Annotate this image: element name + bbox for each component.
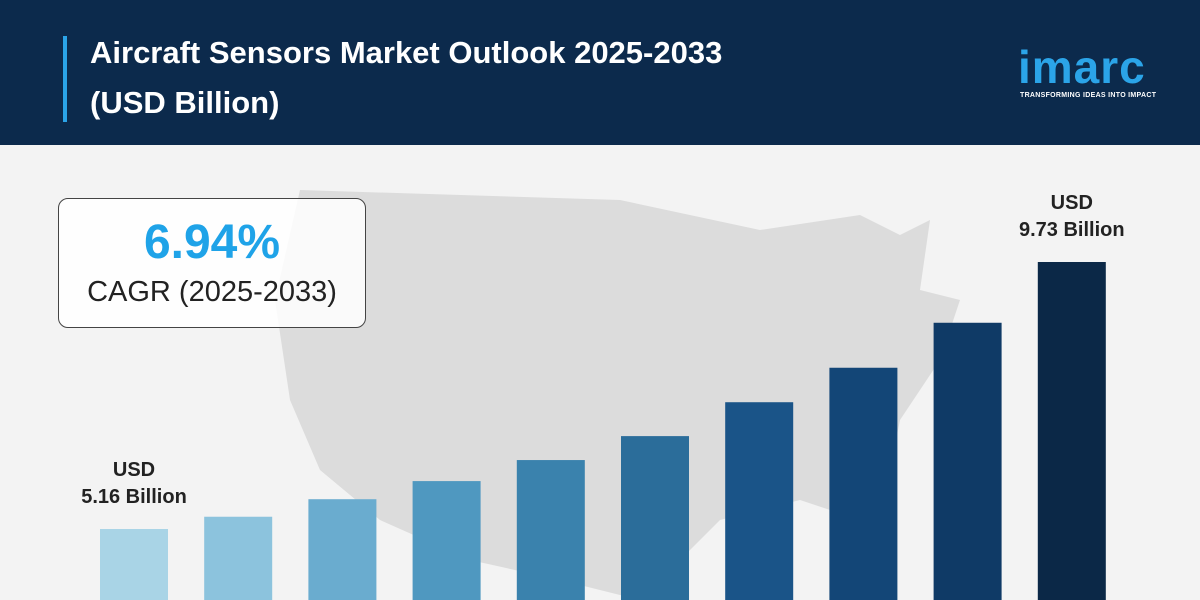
title: Aircraft Sensors Market Outlook 2025-203… [90, 35, 723, 120]
bar [621, 436, 689, 600]
bar [1037, 262, 1106, 600]
cagr-label: CAGR (2025-2033) [87, 276, 337, 308]
value-label: 9.73 Billion [1019, 219, 1125, 241]
bar [308, 499, 377, 600]
cagr-box: 6.94% CAGR (2025-2033) [58, 198, 366, 328]
tagline: TRANSFORMING IDEAS INTO IMPACT [1020, 92, 1157, 99]
value-label: USD [1051, 192, 1093, 214]
cagr-value: 6.94% [143, 216, 281, 269]
bar [516, 460, 585, 600]
bar [829, 367, 898, 600]
accent-bar [63, 36, 67, 122]
bar [412, 481, 481, 600]
header: Aircraft Sensors Market Outlook 2025-203… [0, 0, 1200, 145]
logo: imarc [1018, 41, 1146, 93]
bar [933, 322, 1002, 600]
bar [100, 529, 168, 600]
value-label: USD [113, 459, 155, 481]
value-label: 5.16 Billion [81, 486, 187, 508]
bar [725, 402, 794, 600]
bar [204, 516, 273, 600]
